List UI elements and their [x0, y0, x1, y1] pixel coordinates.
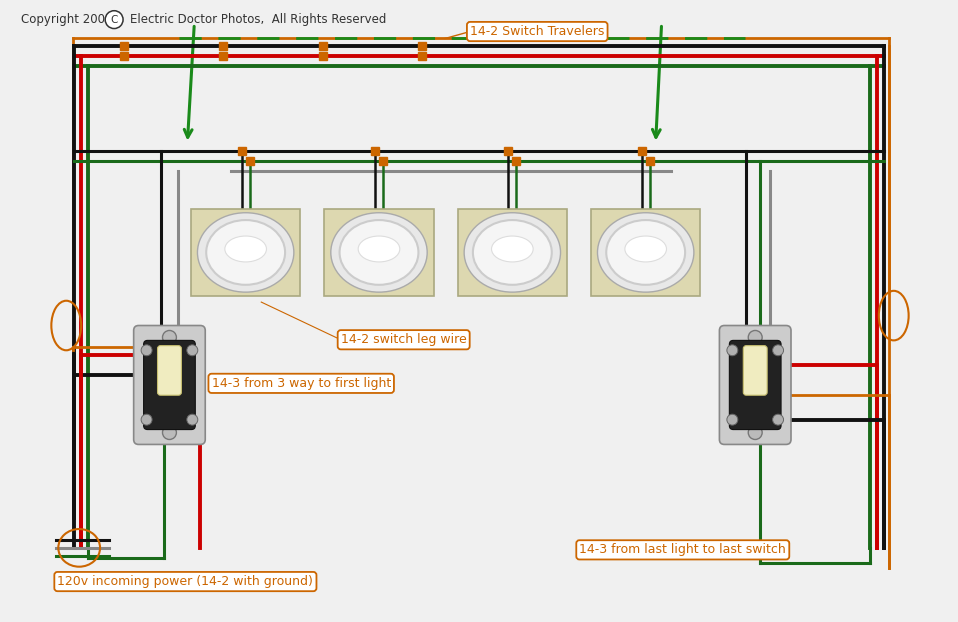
FancyBboxPatch shape: [191, 209, 301, 295]
Circle shape: [105, 11, 123, 29]
FancyBboxPatch shape: [324, 209, 434, 295]
FancyBboxPatch shape: [144, 340, 195, 430]
Ellipse shape: [464, 213, 560, 292]
FancyBboxPatch shape: [719, 325, 791, 445]
Text: 120v incoming power (14-2 with ground): 120v incoming power (14-2 with ground): [57, 575, 313, 588]
Text: 14-2 switch leg wire: 14-2 switch leg wire: [341, 333, 467, 346]
FancyBboxPatch shape: [157, 346, 181, 395]
Ellipse shape: [606, 220, 685, 285]
Ellipse shape: [625, 236, 667, 262]
Text: Electric Doctor Photos,  All Rights Reserved: Electric Doctor Photos, All Rights Reser…: [130, 13, 386, 26]
Text: 14-3 from last light to last switch: 14-3 from last light to last switch: [580, 544, 787, 556]
Circle shape: [141, 414, 152, 425]
Circle shape: [748, 425, 763, 440]
Ellipse shape: [225, 236, 266, 262]
Circle shape: [748, 330, 763, 345]
Circle shape: [727, 345, 738, 356]
Ellipse shape: [491, 236, 534, 262]
FancyBboxPatch shape: [134, 325, 205, 445]
Circle shape: [187, 345, 197, 356]
Ellipse shape: [339, 220, 419, 285]
Text: 14-2 Switch Travelers: 14-2 Switch Travelers: [470, 25, 604, 38]
Text: 14-3 from 3 way to first light: 14-3 from 3 way to first light: [212, 377, 391, 390]
FancyBboxPatch shape: [743, 346, 767, 395]
Circle shape: [141, 345, 152, 356]
Circle shape: [163, 425, 176, 440]
Circle shape: [772, 414, 784, 425]
FancyBboxPatch shape: [458, 209, 567, 295]
Circle shape: [187, 414, 197, 425]
FancyBboxPatch shape: [591, 209, 700, 295]
Ellipse shape: [358, 236, 399, 262]
Circle shape: [727, 414, 738, 425]
Ellipse shape: [331, 213, 427, 292]
Ellipse shape: [598, 213, 694, 292]
Text: Copyright 2008: Copyright 2008: [21, 13, 112, 26]
Circle shape: [163, 330, 176, 345]
Ellipse shape: [206, 220, 285, 285]
FancyBboxPatch shape: [729, 340, 781, 430]
Circle shape: [772, 345, 784, 356]
Ellipse shape: [473, 220, 552, 285]
Text: C: C: [110, 15, 118, 25]
Ellipse shape: [197, 213, 294, 292]
